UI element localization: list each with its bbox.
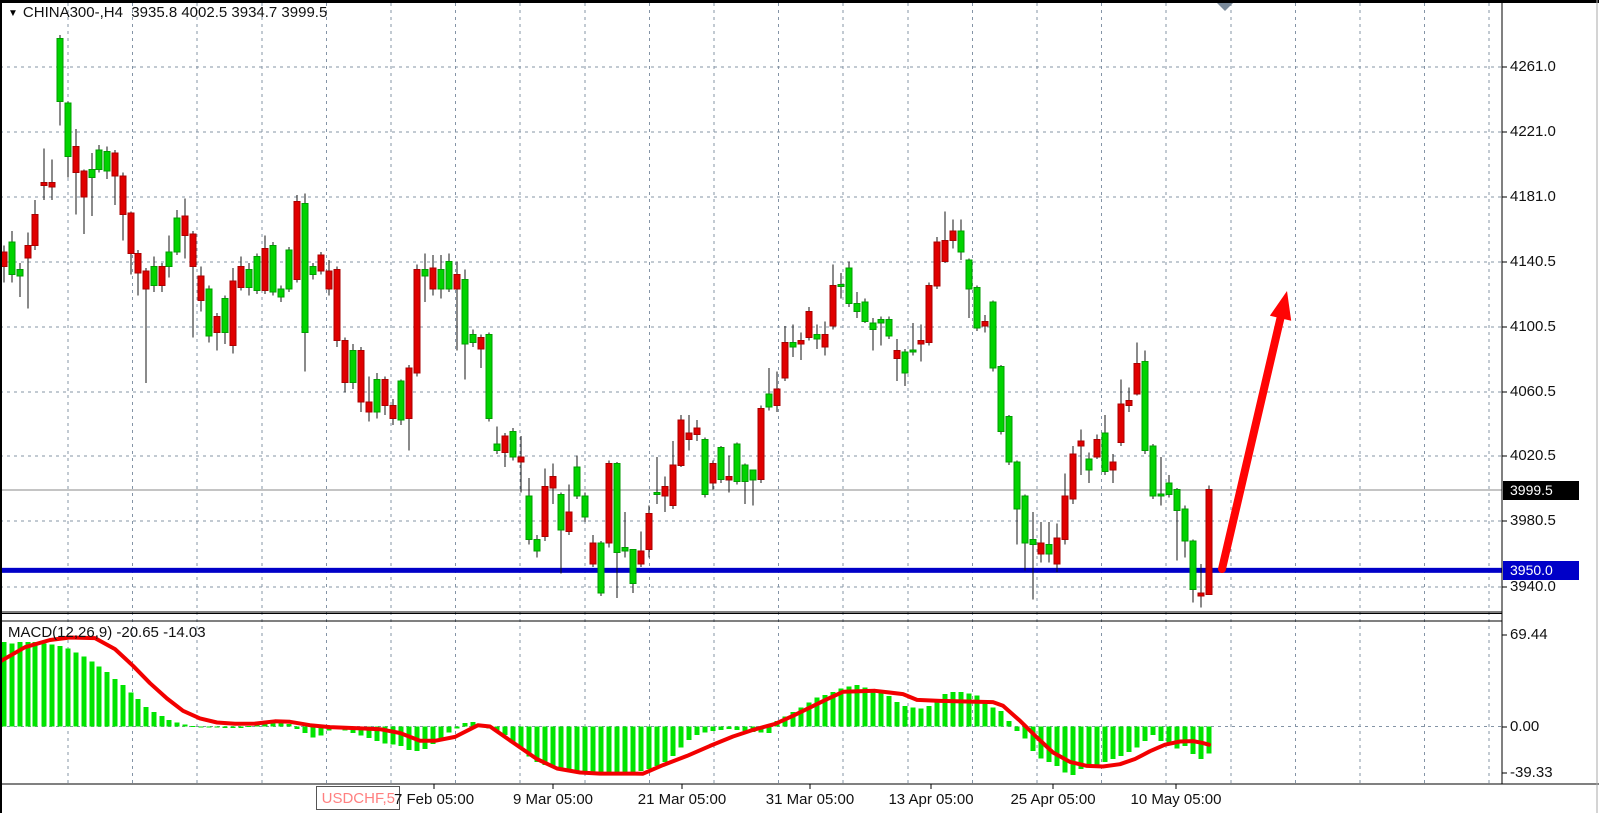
symbol-period-box[interactable]: USDCHF,5	[316, 786, 400, 810]
chart-ohlc-values: 3935.8 4002.5 3934.7 3999.5	[131, 4, 328, 21]
macd-signal-line	[0, 635, 1211, 776]
symbol-dropdown-icon[interactable]: ▼	[8, 8, 18, 19]
time-axis-label: 10 May 05:00	[1130, 791, 1222, 808]
time-axis-label: 21 Mar 05:00	[637, 791, 727, 808]
macd-indicator-label: MACD(12,26,9) -20.65 -14.03	[8, 624, 206, 641]
time-axis-label: 25 Apr 05:00	[1010, 791, 1096, 808]
macd-axis-label: 0.00	[1510, 718, 1540, 735]
scroll-marker-icon[interactable]	[1217, 3, 1233, 11]
price-axis-label: 4181.0	[1510, 188, 1556, 205]
price-axis-label: 3980.5	[1510, 512, 1556, 529]
support-level-badge: 3950.0	[1503, 561, 1579, 580]
chart-title: ▼ CHINA300-,H4 3935.8 4002.5 3934.7 3999.…	[8, 4, 327, 21]
macd-axis-label: -39.33	[1510, 764, 1553, 781]
candlestick-series	[0, 35, 1213, 608]
chart-symbol-period: CHINA300-,H4	[22, 4, 123, 21]
time-axis-label: 31 Mar 05:00	[765, 791, 855, 808]
price-axis-label: 3940.0	[1510, 578, 1556, 595]
support-line[interactable]	[0, 567, 1502, 573]
current-price-badge: 3999.5	[1503, 481, 1579, 500]
macd-axis-label: 69.44	[1510, 626, 1548, 643]
time-axis-label: 9 Mar 05:00	[512, 791, 594, 808]
price-axis-label: 4221.0	[1510, 123, 1556, 140]
price-axis-label: 4140.5	[1510, 253, 1556, 270]
trend-arrow-annotation[interactable]	[1218, 291, 1292, 573]
price-axis-label: 4020.5	[1510, 447, 1556, 464]
price-axis-label: 4261.0	[1510, 58, 1556, 75]
time-axis-label: 7 Feb 05:00	[393, 791, 475, 808]
price-axis-label: 4060.5	[1510, 383, 1556, 400]
price-axis-label: 4100.5	[1510, 318, 1556, 335]
grid-horizontal-lines	[0, 66, 1502, 727]
time-axis-label: 13 Apr 05:00	[888, 791, 974, 808]
